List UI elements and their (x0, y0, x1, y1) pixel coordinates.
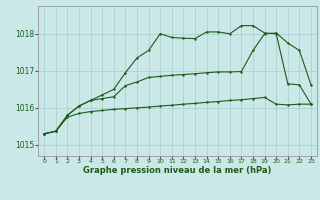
X-axis label: Graphe pression niveau de la mer (hPa): Graphe pression niveau de la mer (hPa) (84, 166, 272, 175)
